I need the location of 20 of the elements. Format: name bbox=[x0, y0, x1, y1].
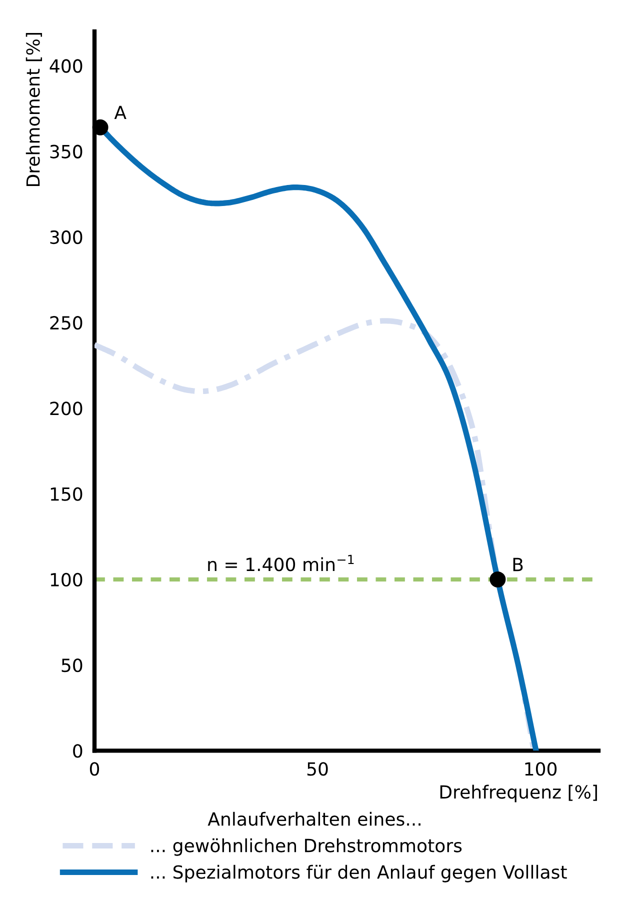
x-axis-title: Drehfrequenz [%] bbox=[440, 784, 597, 802]
annotation: n = 1.400 min$^{−1}$ bbox=[208, 554, 354, 572]
y-tick-label: 50 bbox=[62, 658, 82, 672]
y-tick-label: 100 bbox=[50, 572, 82, 587]
y-tick-label: 400 bbox=[50, 59, 82, 73]
y-tick-label: 0 bbox=[73, 744, 82, 758]
x-tick-label: 0 bbox=[90, 762, 100, 776]
y-tick-label: 350 bbox=[50, 144, 82, 158]
legend-label: ... Spezialmotors für den Anlauf gegen Volllast bbox=[151, 864, 567, 882]
x-tick-label: 50 bbox=[307, 762, 328, 776]
y-tick-label: 200 bbox=[50, 402, 82, 416]
y-tick-label: 150 bbox=[50, 487, 82, 501]
y-axis-title: Drehmoment [%] bbox=[26, 33, 42, 186]
legend-title: Anlaufverhalten eines... bbox=[208, 812, 420, 826]
annotation: A bbox=[114, 106, 126, 120]
y-tick-label: 300 bbox=[50, 230, 82, 244]
x-tick-label: 100 bbox=[525, 762, 557, 776]
legend-label: ... gewöhnlichen Drehstrommotors bbox=[151, 838, 462, 856]
y-tick-label: 250 bbox=[50, 316, 82, 330]
annotation: B bbox=[513, 558, 523, 572]
